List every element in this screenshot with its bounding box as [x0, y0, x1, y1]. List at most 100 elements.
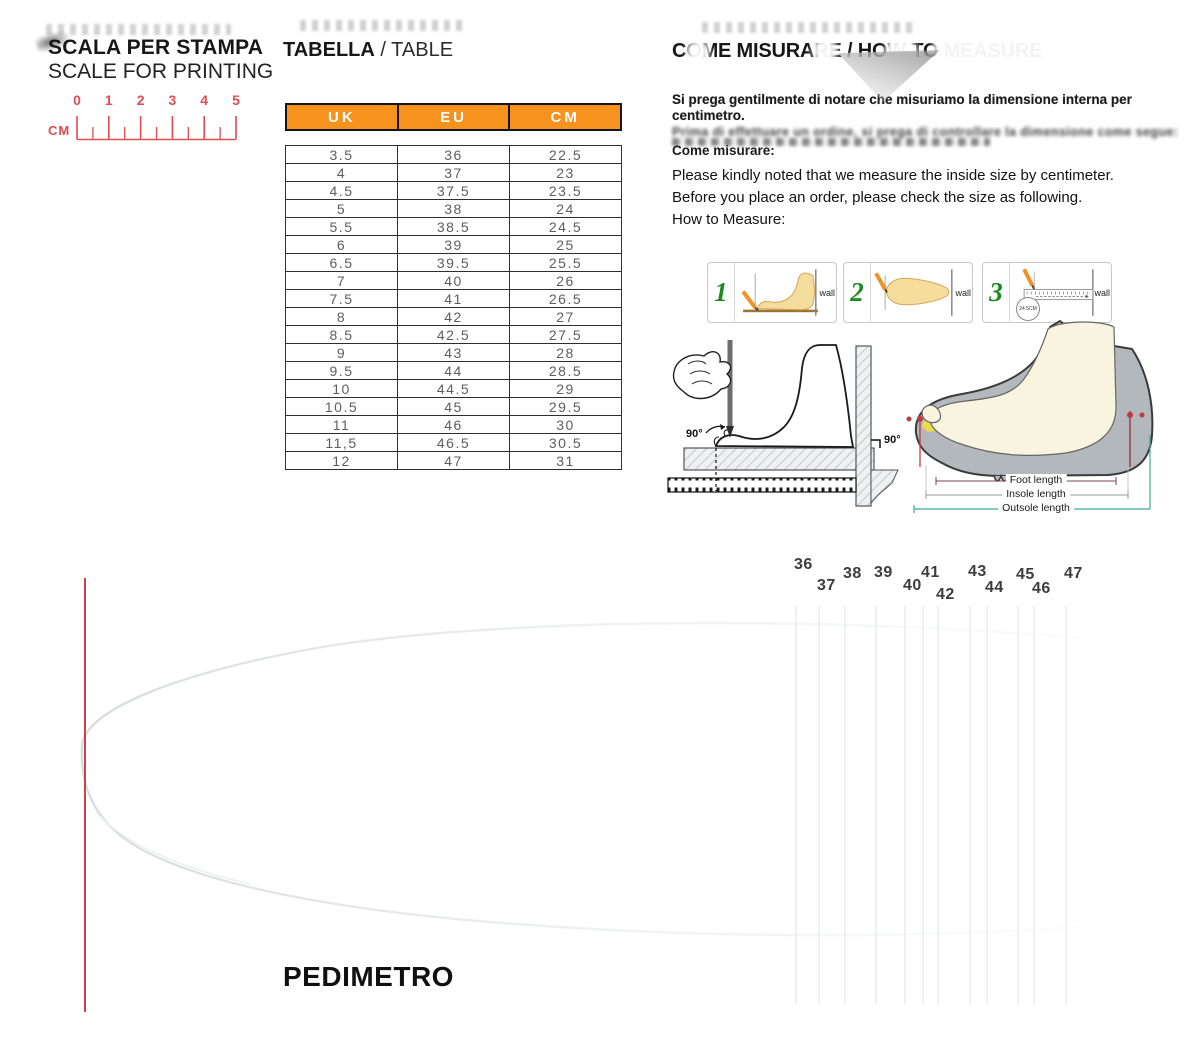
table-cell: 44 [397, 361, 510, 380]
english-note-line1: Please kindly noted that we measure the … [672, 167, 1114, 184]
english-note-heading: How to Measure: [672, 210, 786, 228]
italian-note-line2-blurred: Prima di effettuare un ordine, si prega … [672, 124, 1179, 139]
table-cell: 46.5 [397, 433, 510, 452]
table-row: 8.5 42.5 27.5 [285, 325, 622, 344]
measure-step-2: 2 wall [843, 262, 973, 323]
white-smudge [812, 38, 838, 63]
table-cell: 4.5 [285, 181, 398, 200]
english-note: Please kindly noted that we measure the … [672, 165, 1172, 230]
table-row: 10 44.5 29 [285, 379, 622, 398]
table-cell: 3.5 [285, 145, 398, 164]
table-row: 8 42 27 [285, 307, 622, 326]
ruler-tick-label: 4 [200, 92, 209, 108]
table-title-en: / TABLE [374, 39, 454, 61]
table-cell: 38 [397, 199, 510, 218]
table-row: 7.5 41 26.5 [285, 289, 622, 308]
table-cell: 30 [509, 415, 622, 434]
step-2-number: 2 [844, 263, 871, 322]
italian-note-line1: Si prega gentilmente di notare che misur… [672, 92, 1132, 124]
angle-label-right: 90° [884, 434, 901, 446]
pedimeter-size-line [937, 606, 939, 1004]
table-row: 11,5 46.5 30.5 [285, 433, 622, 452]
measurement-note: 24.5CM [1016, 297, 1040, 321]
print-scale-title-en: SCALE FOR PRINTING [48, 60, 274, 84]
measure-step-3: 3 wall [982, 262, 1112, 323]
table-cell: 23 [509, 163, 622, 182]
ruler-tick-label: 0 [73, 92, 81, 108]
table-row: 7 40 26 [285, 271, 622, 290]
pedimeter-size-line [795, 606, 797, 1004]
pedimeter-size-label: 43 [968, 563, 987, 580]
table-row: 10.5 45 29.5 [285, 397, 622, 416]
table-cell: 36 [397, 145, 510, 164]
foot-top-view-graphic [874, 269, 953, 316]
table-row: 5 38 24 [285, 199, 622, 218]
ruler-tick-label: 2 [136, 92, 145, 108]
table-cell: 12 [285, 451, 398, 470]
pedimeter-title: PEDIMETRO [283, 961, 454, 992]
size-table-header: UK EU CM [285, 103, 622, 131]
pedimeter-size-label: 41 [921, 564, 940, 581]
english-note-line2: Before you place an order, please check … [672, 188, 1083, 206]
pedimeter-size-line [922, 606, 924, 1004]
table-title: TABELLA / TABLE [283, 39, 453, 62]
column-header-cm: CM [508, 105, 621, 129]
table-cell: 8 [285, 307, 398, 326]
step-2-illustration: wall [871, 263, 972, 322]
table-cell: 47 [397, 451, 510, 470]
table-cell: 24 [509, 199, 622, 218]
wall-label: wall [819, 287, 835, 298]
scan-ghost-artifact [300, 20, 465, 31]
table-cell: 4 [285, 163, 398, 182]
table-row: 6 39 25 [285, 235, 622, 254]
pedimeter-size-line [1065, 606, 1067, 1004]
pedimeter-size-line [818, 606, 820, 1004]
angle-label-left: 90° [686, 428, 703, 440]
pedimeter-size-label: 39 [874, 564, 893, 581]
print-scale-title-it: SCALA PER STAMPA [48, 36, 264, 59]
foot-marking-diagram: 90° 90° [666, 330, 921, 525]
table-row: 12 47 31 [285, 451, 622, 470]
pedimeter-size-label: 40 [903, 577, 922, 594]
table-cell: 5.5 [285, 217, 398, 236]
table-cell: 42.5 [397, 325, 510, 344]
scan-ghost-artifact [46, 24, 231, 35]
table-row: 9 43 28 [285, 343, 622, 362]
pedimeter-size-line [875, 606, 877, 1004]
pedimeter-size-label: 46 [1032, 580, 1051, 597]
ruler-tick-label: 5 [232, 92, 240, 108]
table-cell: 46 [397, 415, 510, 434]
table-cell: 40 [397, 271, 510, 290]
table-cell: 28.5 [509, 361, 622, 380]
table-row: 5.5 38.5 24.5 [285, 217, 622, 236]
ruler-unit-label: CM [48, 123, 71, 138]
table-cell: 38.5 [397, 217, 510, 236]
table-row: 4 37 23 [285, 163, 622, 182]
white-smudge [933, 16, 1049, 80]
table-cell: 9 [285, 343, 398, 362]
table-cell: 31 [509, 451, 622, 470]
table-cell: 11 [285, 415, 398, 434]
table-cell: 10.5 [285, 397, 398, 416]
foot-outline-graphic [80, 621, 1189, 937]
pedimeter-size-line [904, 606, 906, 1004]
table-row: 6.5 39.5 25.5 [285, 253, 622, 272]
pedimeter-size-line [969, 606, 971, 1004]
pedimeter-size-line [986, 606, 988, 1004]
table-cell: 24.5 [509, 217, 622, 236]
table-cell: 23.5 [509, 181, 622, 200]
table-cell: 26.5 [509, 289, 622, 308]
table-row: 4.5 37.5 23.5 [285, 181, 622, 200]
table-cell: 10 [285, 379, 398, 398]
pedimeter-size-label: 36 [794, 556, 813, 573]
table-cell: 30.5 [509, 433, 622, 452]
table-cell: 7.5 [285, 289, 398, 308]
scan-ghost-artifact [702, 22, 917, 33]
table-cell: 29.5 [509, 397, 622, 416]
table-row: 3.5 36 22.5 [285, 145, 622, 164]
pedimeter-size-label: 38 [843, 565, 862, 582]
foot-marking-graphic [667, 340, 899, 507]
pedimeter-size-line [1017, 606, 1019, 1004]
table-cell: 44.5 [397, 379, 510, 398]
print-scale-section: SCALA PER STAMPA SCALE FOR PRINTING [48, 36, 273, 84]
